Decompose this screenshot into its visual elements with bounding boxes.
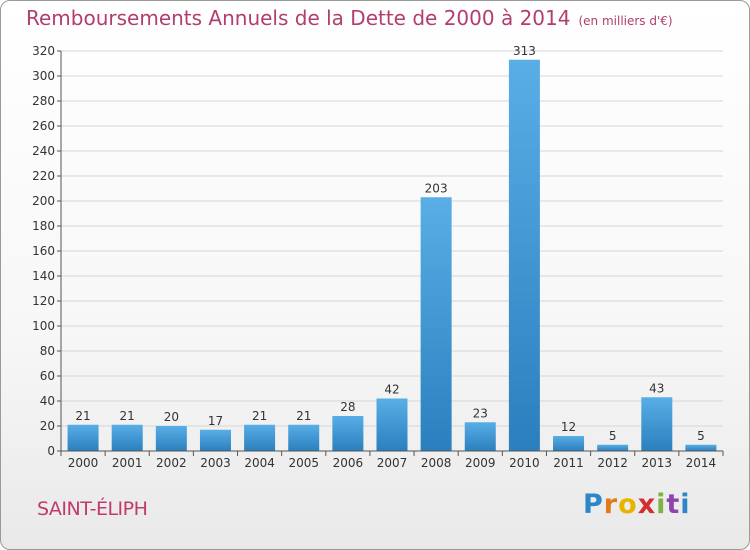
value-label-2001: 21 — [120, 409, 135, 423]
bar-2013 — [641, 397, 673, 451]
bar-2014 — [685, 444, 717, 451]
chart-unit: (en milliers d'€) — [578, 14, 673, 28]
value-label-2003: 17 — [208, 414, 223, 428]
bar-2012 — [597, 444, 629, 451]
value-label-2013: 43 — [649, 381, 664, 395]
x-tick-label-2000: 2000 — [68, 456, 99, 470]
value-label-2000: 21 — [75, 409, 90, 423]
bar-2000 — [67, 424, 99, 451]
x-tick-label-2012: 2012 — [597, 456, 628, 470]
bar-2004 — [244, 424, 276, 451]
x-tick-label-2005: 2005 — [288, 456, 319, 470]
x-tick-label-2014: 2014 — [686, 456, 717, 470]
chart-title: Remboursements Annuels de la Dette de 20… — [26, 6, 571, 30]
y-tick-label: 100 — [32, 319, 55, 333]
axes: 0204060801001201401601802002202402602803… — [32, 44, 724, 470]
y-tick-label: 20 — [40, 419, 55, 433]
x-tick-label-2008: 2008 — [421, 456, 452, 470]
value-label-2011: 12 — [561, 420, 576, 434]
y-tick-label: 160 — [32, 244, 55, 258]
value-label-2005: 21 — [296, 409, 311, 423]
y-tick-label: 80 — [40, 344, 55, 358]
title-row: Remboursements Annuels de la Dette de 20… — [26, 6, 673, 30]
bar-2009 — [464, 422, 496, 451]
y-tick-label: 300 — [32, 69, 55, 83]
bar-2008 — [420, 197, 452, 451]
value-label-2008: 203 — [425, 181, 448, 195]
x-tick-label-2001: 2001 — [112, 456, 143, 470]
x-tick-label-2002: 2002 — [156, 456, 187, 470]
y-tick-label: 260 — [32, 119, 55, 133]
y-tick-label: 280 — [32, 94, 55, 108]
value-label-2010: 313 — [513, 44, 536, 58]
y-tick-label: 40 — [40, 394, 55, 408]
x-tick-label-2006: 2006 — [333, 456, 364, 470]
grid-lines — [61, 50, 723, 427]
bar-2006 — [332, 416, 364, 451]
commune-name: SAINT-ÉLIPH — [37, 498, 148, 520]
y-tick-label: 320 — [32, 44, 55, 58]
value-label-2014: 5 — [697, 429, 705, 443]
value-label-2006: 28 — [340, 400, 355, 414]
value-label-2004: 21 — [252, 409, 267, 423]
y-tick-label: 60 — [40, 369, 55, 383]
value-label-2007: 42 — [384, 383, 399, 397]
value-labels: 21 21 20 17 21 21 28 42 203 23 313 12 5 43 5 — [75, 44, 704, 443]
value-label-2012: 5 — [609, 429, 617, 443]
y-tick-label: 0 — [47, 444, 55, 458]
value-label-2002: 20 — [164, 410, 179, 424]
y-tick-label: 180 — [32, 219, 55, 233]
proxiti-logo: Proxiti — [583, 489, 691, 520]
bar-2002 — [155, 426, 187, 451]
y-tick-label: 220 — [32, 169, 55, 183]
bar-2003 — [199, 429, 231, 451]
y-tick-label: 240 — [32, 144, 55, 158]
y-tick-label: 200 — [32, 194, 55, 208]
x-tick-label-2003: 2003 — [200, 456, 231, 470]
x-tick-label-2011: 2011 — [553, 456, 584, 470]
bar-2007 — [376, 398, 408, 451]
x-tick-label-2009: 2009 — [465, 456, 496, 470]
x-tick-label-2007: 2007 — [377, 456, 408, 470]
bar-2001 — [111, 424, 143, 451]
y-tick-label: 120 — [32, 294, 55, 308]
bar-2011 — [553, 436, 585, 451]
x-tick-label-2004: 2004 — [244, 456, 275, 470]
y-tick-label: 140 — [32, 269, 55, 283]
x-tick-label-2013: 2013 — [642, 456, 673, 470]
bar-2005 — [288, 424, 320, 451]
x-tick-label-2010: 2010 — [509, 456, 540, 470]
bars — [67, 59, 717, 451]
value-label-2009: 23 — [473, 406, 488, 420]
bar-2010 — [508, 59, 540, 451]
